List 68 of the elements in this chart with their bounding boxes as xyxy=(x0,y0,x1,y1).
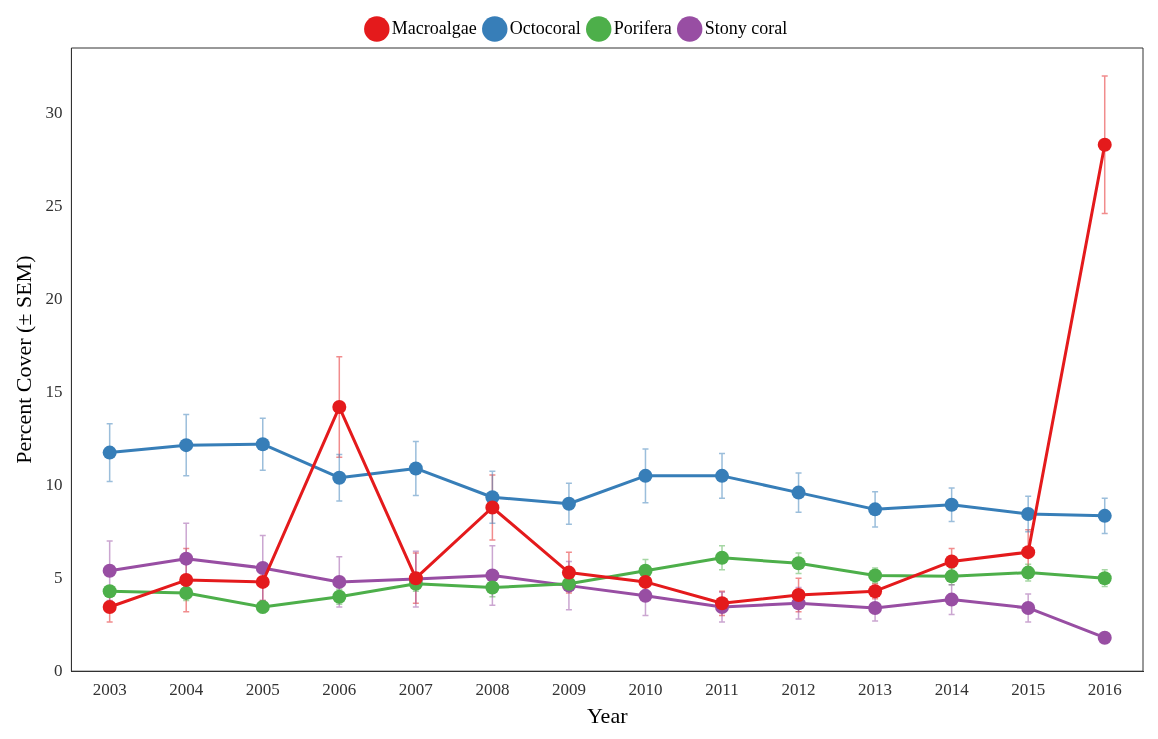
x-tick-label: 2007 xyxy=(398,679,434,699)
x-tick-label: 2005 xyxy=(245,679,280,699)
point xyxy=(868,502,883,517)
point xyxy=(561,565,576,580)
y-axis-title: Percent Cover (± SEM) xyxy=(10,255,36,464)
point xyxy=(638,468,653,483)
x-tick-label: 2008 xyxy=(475,679,510,699)
legend-label: Stony coral xyxy=(704,17,788,38)
y-tick-label: 5 xyxy=(53,567,63,587)
point xyxy=(179,438,194,453)
y-tick-label: 30 xyxy=(45,102,63,122)
point xyxy=(638,588,653,603)
x-tick-label: 2013 xyxy=(858,679,893,699)
point xyxy=(944,592,959,607)
point xyxy=(255,437,270,452)
point xyxy=(944,497,959,512)
point xyxy=(1097,508,1112,523)
point xyxy=(638,574,653,589)
x-axis-title: Year xyxy=(586,702,629,728)
x-tick-label: 2006 xyxy=(322,679,357,699)
point xyxy=(1021,545,1036,560)
point xyxy=(1021,600,1036,615)
point xyxy=(791,485,806,500)
x-tick-label: 2012 xyxy=(781,679,816,699)
y-tick-label: 0 xyxy=(53,660,63,680)
point xyxy=(868,568,883,583)
x-tick-label: 2016 xyxy=(1087,679,1122,699)
x-tick-label: 2014 xyxy=(934,679,970,699)
legend-label: Octocoral xyxy=(509,17,581,38)
point xyxy=(179,586,194,601)
x-tick-label: 2003 xyxy=(92,679,127,699)
point xyxy=(485,568,500,583)
point xyxy=(102,445,117,460)
point xyxy=(715,596,730,611)
point xyxy=(1021,565,1036,580)
x-tick-label: 2010 xyxy=(628,679,663,699)
x-tick-label: 2004 xyxy=(169,679,204,699)
y-tick-label: 25 xyxy=(45,195,63,215)
point xyxy=(715,468,730,483)
point xyxy=(102,600,117,615)
point xyxy=(179,551,194,566)
point xyxy=(868,600,883,615)
x-tick-label: 2009 xyxy=(551,679,586,699)
point xyxy=(944,554,959,569)
point xyxy=(561,496,576,511)
point xyxy=(255,574,270,589)
point xyxy=(1097,630,1112,645)
point xyxy=(332,470,347,485)
point xyxy=(791,556,806,571)
point xyxy=(868,584,883,599)
point xyxy=(485,500,500,515)
y-tick-label: 20 xyxy=(45,288,63,308)
legend-label: Porifera xyxy=(613,17,672,38)
x-tick-label: 2011 xyxy=(705,679,739,699)
point xyxy=(791,587,806,602)
point xyxy=(715,550,730,565)
point xyxy=(1097,137,1112,152)
y-tick-label: 15 xyxy=(45,381,63,401)
point xyxy=(1021,507,1036,522)
point xyxy=(255,600,270,615)
point xyxy=(102,563,117,578)
point xyxy=(179,573,194,588)
legend-label: Macroalgae xyxy=(391,17,477,38)
point xyxy=(408,461,423,476)
x-tick-label: 2015 xyxy=(1011,679,1046,699)
point xyxy=(332,400,347,415)
y-tick-label: 10 xyxy=(45,474,63,494)
point xyxy=(332,574,347,589)
